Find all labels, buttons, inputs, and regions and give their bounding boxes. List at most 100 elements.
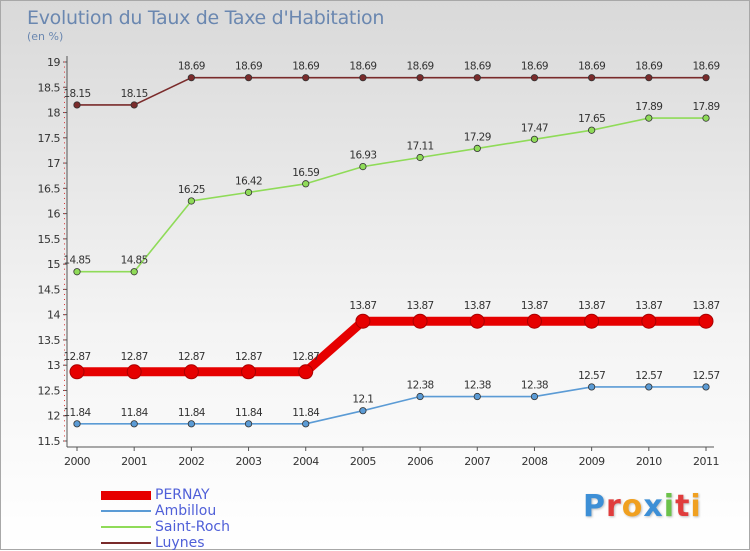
y-minor-tick bbox=[64, 137, 65, 139]
y-minor-tick bbox=[64, 96, 65, 98]
x-tick-label: 2011 bbox=[693, 455, 719, 468]
data-label: 18.15 bbox=[63, 88, 90, 100]
y-minor-tick bbox=[64, 218, 65, 220]
y-minor-tick bbox=[64, 400, 65, 402]
data-point bbox=[244, 188, 253, 196]
y-minor-tick bbox=[64, 283, 65, 285]
y-minor-tick bbox=[64, 349, 65, 351]
y-minor-tick bbox=[64, 324, 65, 326]
y-minor-tick bbox=[64, 389, 65, 391]
y-minor-tick bbox=[64, 415, 65, 417]
data-point bbox=[302, 74, 310, 82]
y-minor-tick bbox=[64, 268, 65, 270]
data-point bbox=[359, 74, 367, 82]
data-label: 12.87 bbox=[235, 351, 262, 363]
y-minor-tick bbox=[64, 314, 65, 316]
data-point bbox=[130, 268, 138, 276]
data-label: 13.87 bbox=[692, 300, 719, 312]
legend-item-saint-roch: Saint-Roch bbox=[101, 519, 301, 535]
y-minor-tick bbox=[64, 187, 65, 189]
data-label: 11.84 bbox=[292, 407, 320, 419]
data-label: 16.42 bbox=[235, 175, 262, 187]
y-tick-label: 14.5 bbox=[38, 283, 61, 296]
y-minor-tick bbox=[64, 440, 65, 442]
y-minor-tick bbox=[64, 101, 65, 103]
y-minor-tick bbox=[64, 132, 65, 134]
y-minor-tick bbox=[64, 228, 65, 230]
data-point bbox=[130, 101, 138, 109]
legend-label: Ambillou bbox=[155, 503, 217, 519]
x-tick-label: 2009 bbox=[579, 455, 605, 468]
data-label: 18.69 bbox=[349, 61, 376, 73]
y-minor-tick bbox=[64, 395, 65, 397]
data-label: 13.87 bbox=[349, 300, 376, 312]
data-point bbox=[416, 392, 424, 401]
x-tick-label: 2008 bbox=[521, 455, 547, 468]
data-label: 12.57 bbox=[635, 370, 662, 382]
data-point bbox=[187, 197, 195, 205]
data-point bbox=[645, 114, 653, 122]
data-label: 13.87 bbox=[407, 300, 434, 312]
legend-item-luynes: Luynes bbox=[101, 535, 301, 551]
y-minor-tick bbox=[64, 177, 65, 179]
data-label: 12.38 bbox=[521, 380, 548, 392]
y-tick-label: 12.5 bbox=[38, 384, 61, 397]
data-label: 18.15 bbox=[121, 88, 148, 100]
y-minor-tick bbox=[64, 425, 65, 427]
y-minor-tick bbox=[64, 157, 65, 159]
data-label: 12.38 bbox=[407, 380, 434, 392]
data-point bbox=[530, 392, 539, 401]
x-tick-label: 2005 bbox=[350, 455, 376, 468]
data-label: 12.1 bbox=[352, 394, 373, 406]
y-minor-tick bbox=[64, 278, 65, 280]
y-minor-tick bbox=[64, 106, 65, 108]
chart-unit: (en %) bbox=[27, 30, 64, 43]
logo-letter: o bbox=[621, 489, 644, 524]
chart-title: Evolution du Taux de Taxe d'Habitation bbox=[27, 7, 385, 29]
data-point bbox=[702, 114, 710, 122]
data-point bbox=[359, 163, 367, 171]
data-label: 17.11 bbox=[407, 141, 434, 153]
data-label: 11.84 bbox=[178, 407, 206, 419]
chart-legend: PERNAY Ambillou Saint-Roch Luynes bbox=[101, 487, 301, 551]
data-label: 18.69 bbox=[692, 61, 719, 73]
data-point bbox=[473, 144, 481, 153]
y-minor-tick bbox=[64, 248, 65, 250]
data-label: 12.87 bbox=[121, 351, 148, 363]
y-minor-tick bbox=[64, 369, 65, 371]
y-minor-tick bbox=[64, 182, 65, 184]
y-minor-tick bbox=[64, 61, 65, 63]
data-label: 16.93 bbox=[349, 150, 376, 162]
y-minor-tick bbox=[64, 117, 65, 119]
y-minor-tick bbox=[64, 263, 65, 265]
x-tick-label: 2003 bbox=[236, 455, 262, 468]
series-saint-roch: 14.85 14.85 16.25 16.42 16.59 16.93 17.11 17.29… bbox=[63, 101, 720, 276]
data-point bbox=[473, 74, 481, 82]
y-tick-label: 14 bbox=[47, 309, 60, 322]
y-minor-tick bbox=[64, 172, 65, 174]
y-tick-label: 15.5 bbox=[38, 233, 61, 246]
y-tick-label: 13.5 bbox=[38, 334, 61, 347]
data-point bbox=[416, 153, 424, 162]
data-label: 17.65 bbox=[578, 113, 605, 125]
series-line-pernay bbox=[72, 316, 711, 377]
data-point bbox=[588, 383, 596, 391]
data-label: 18.69 bbox=[235, 61, 262, 73]
data-label: 14.85 bbox=[121, 255, 148, 267]
data-label: 16.25 bbox=[178, 184, 205, 196]
logo-letter: r bbox=[606, 489, 622, 524]
y-minor-tick bbox=[64, 359, 65, 361]
y-minor-tick bbox=[64, 253, 65, 255]
data-label: 18.69 bbox=[407, 61, 434, 73]
y-tick-label: 17.5 bbox=[38, 132, 61, 145]
legend-label: Luynes bbox=[155, 535, 205, 551]
series-ambillou: 11.84 11.84 11.84 11.84 11.84 12.1 12.38 12.38 1… bbox=[63, 370, 720, 428]
data-label: 18.69 bbox=[521, 61, 548, 73]
y-minor-tick bbox=[64, 223, 65, 225]
legend-swatch bbox=[101, 510, 151, 512]
y-minor-tick bbox=[64, 304, 65, 306]
data-label: 11.84 bbox=[235, 407, 263, 419]
data-label: 13.87 bbox=[464, 300, 491, 312]
data-point bbox=[530, 74, 539, 82]
y-tick-label: 16 bbox=[47, 208, 60, 221]
